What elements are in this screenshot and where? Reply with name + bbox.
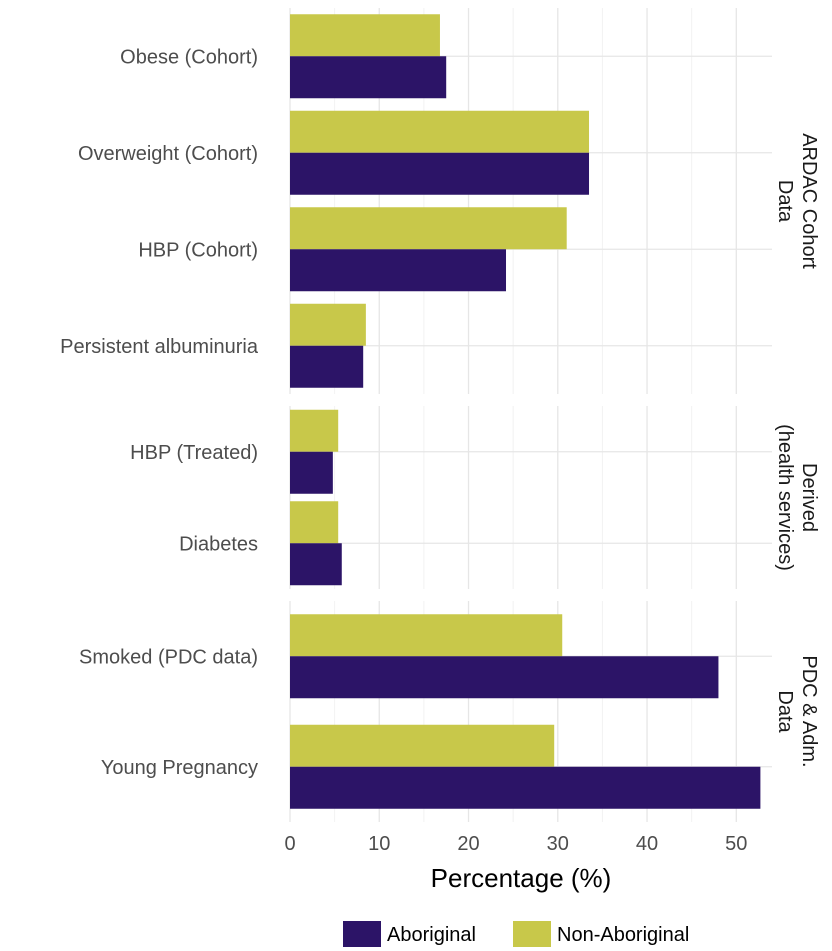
- legend-swatch-aboriginal: [343, 921, 381, 947]
- facet-label-line: ARDAC Cohort: [798, 133, 820, 269]
- panel-1: Obese (Cohort) Overweight (Cohort) HBP (Co…: [60, 8, 820, 394]
- facet-label-line: Derived: [798, 463, 820, 532]
- x-axis-title: Percentage (%): [431, 863, 612, 893]
- x-tick-label: 30: [547, 833, 569, 855]
- bar-non-aboriginal-young-pregnancy: [290, 724, 555, 767]
- x-tick-label: 50: [725, 833, 747, 855]
- panel-3: Smoked (PDC data) Young Pregnancy PDC & Ad…: [79, 601, 820, 822]
- bar-non-aboriginal-smoked-pdc-data: [290, 614, 563, 657]
- bar-aboriginal-diabetes: [290, 543, 342, 586]
- category-label: Diabetes: [179, 533, 258, 555]
- x-tick-label: 0: [284, 833, 295, 855]
- category-label: HBP (Cohort): [138, 239, 258, 261]
- panels-layer: Obese (Cohort) Overweight (Cohort) HBP (Co…: [60, 8, 820, 822]
- bar-non-aboriginal-obese-cohort: [290, 14, 440, 57]
- facet-label-line: (health services): [774, 424, 796, 571]
- bar-aboriginal-smoked-pdc-data: [290, 656, 719, 699]
- bar-non-aboriginal-diabetes: [290, 501, 339, 544]
- category-label: Smoked (PDC data): [79, 646, 258, 668]
- bar-non-aboriginal-hbp-cohort: [290, 207, 567, 250]
- category-label: Obese (Cohort): [120, 46, 258, 68]
- facet-label-line: PDC & Adm.: [798, 655, 820, 767]
- facet-label-line: Data: [774, 180, 796, 223]
- legend: Aboriginal Non-Aboriginal: [343, 921, 689, 947]
- x-tick-label: 40: [636, 833, 658, 855]
- bar-aboriginal-hbp-treated: [290, 451, 333, 494]
- bar-aboriginal-obese-cohort: [290, 56, 447, 99]
- bar-aboriginal-persistent-albuminuria: [290, 345, 364, 388]
- category-label: Overweight (Cohort): [78, 143, 258, 165]
- category-label: Young Pregnancy: [101, 757, 258, 779]
- bar-aboriginal-overweight-cohort: [290, 152, 590, 195]
- bar-non-aboriginal-overweight-cohort: [290, 110, 590, 153]
- category-label: HBP (Treated): [130, 442, 258, 464]
- legend-label-non-aboriginal: Non-Aboriginal: [557, 924, 689, 946]
- bar-non-aboriginal-hbp-treated: [290, 409, 339, 452]
- legend-label-aboriginal: Aboriginal: [387, 924, 476, 946]
- panel-2: HBP (Treated) Diabetes Derived(health serv…: [130, 406, 820, 589]
- x-tick-label: 10: [368, 833, 390, 855]
- legend-swatch-non-aboriginal: [513, 921, 551, 947]
- facet-label-line: Data: [774, 690, 796, 733]
- x-tick-label: 20: [457, 833, 479, 855]
- bar-aboriginal-young-pregnancy: [290, 766, 761, 809]
- category-label: Persistent albuminuria: [60, 336, 259, 358]
- x-axis: 0 10 20 30 40 50: [284, 833, 747, 855]
- bar-non-aboriginal-persistent-albuminuria: [290, 303, 366, 346]
- bar-aboriginal-hbp-cohort: [290, 249, 507, 292]
